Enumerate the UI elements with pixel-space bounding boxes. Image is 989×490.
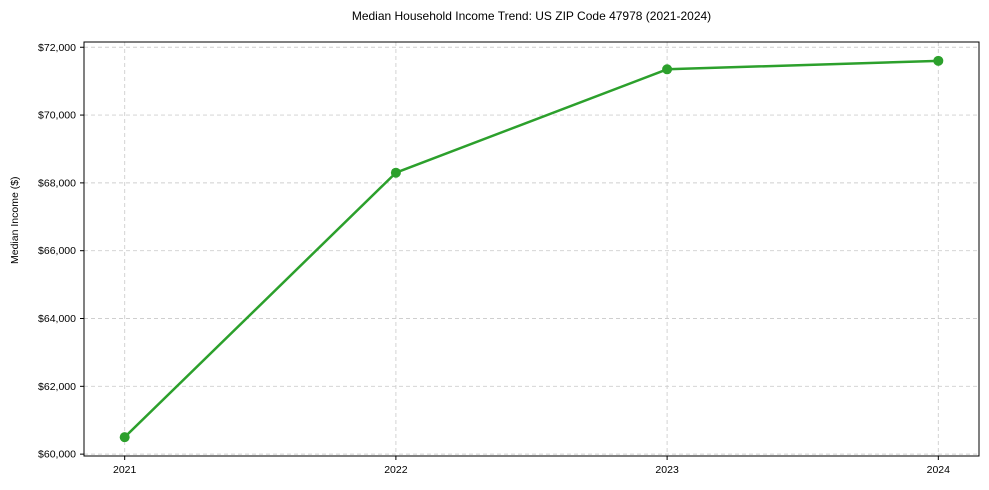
axes-spines	[83, 41, 980, 457]
x-tick-label: 2024	[927, 464, 951, 476]
income-line-series	[123, 59, 940, 439]
data-point-2021	[119, 432, 130, 443]
y-tick-label: $72,000	[38, 42, 76, 54]
y-tick-label: $70,000	[38, 110, 76, 122]
y-tick-label: $64,000	[38, 313, 76, 325]
y-tick-label: $66,000	[38, 245, 76, 257]
data-point-2022	[390, 167, 401, 178]
y-axis-label: Median Income ($)	[9, 176, 21, 264]
data-point-2024	[933, 55, 944, 66]
data-point-2023	[662, 64, 673, 75]
y-tick-label: $60,000	[38, 449, 76, 461]
x-tick-label: 2022	[384, 464, 408, 476]
y-tick-label: $62,000	[38, 381, 76, 393]
x-tick-label: 2023	[655, 464, 679, 476]
y-tick-label: $68,000	[38, 177, 76, 189]
chart-title: Median Household Income Trend: US ZIP Co…	[351, 9, 712, 23]
x-tick-label: 2021	[113, 464, 137, 476]
